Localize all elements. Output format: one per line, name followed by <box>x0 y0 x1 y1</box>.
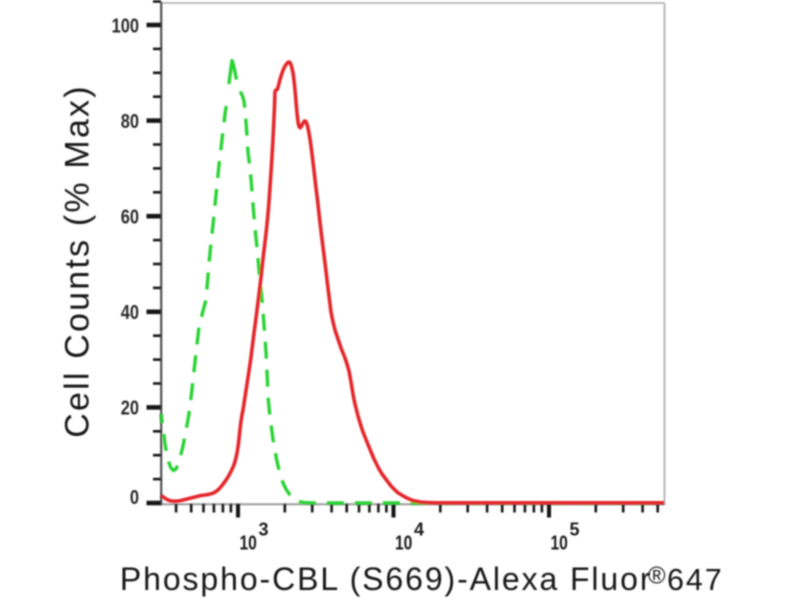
svg-text:Cell Counts (% Max): Cell Counts (% Max) <box>59 84 97 438</box>
svg-text:3: 3 <box>259 520 269 540</box>
svg-text:60: 60 <box>121 205 139 228</box>
svg-text:20: 20 <box>121 396 139 419</box>
svg-text:4: 4 <box>414 520 424 540</box>
svg-text:0: 0 <box>130 485 139 508</box>
svg-text:Phospho-CBL (S669)-Alexa Fluor: Phospho-CBL (S669)-Alexa Fluor®647 <box>120 561 724 597</box>
svg-text:40: 40 <box>121 301 139 324</box>
svg-text:100: 100 <box>112 14 139 37</box>
svg-text:5: 5 <box>570 520 580 540</box>
svg-text:80: 80 <box>121 109 139 132</box>
svg-text:10: 10 <box>240 532 257 554</box>
svg-text:10: 10 <box>395 532 412 554</box>
svg-text:10: 10 <box>551 532 568 554</box>
